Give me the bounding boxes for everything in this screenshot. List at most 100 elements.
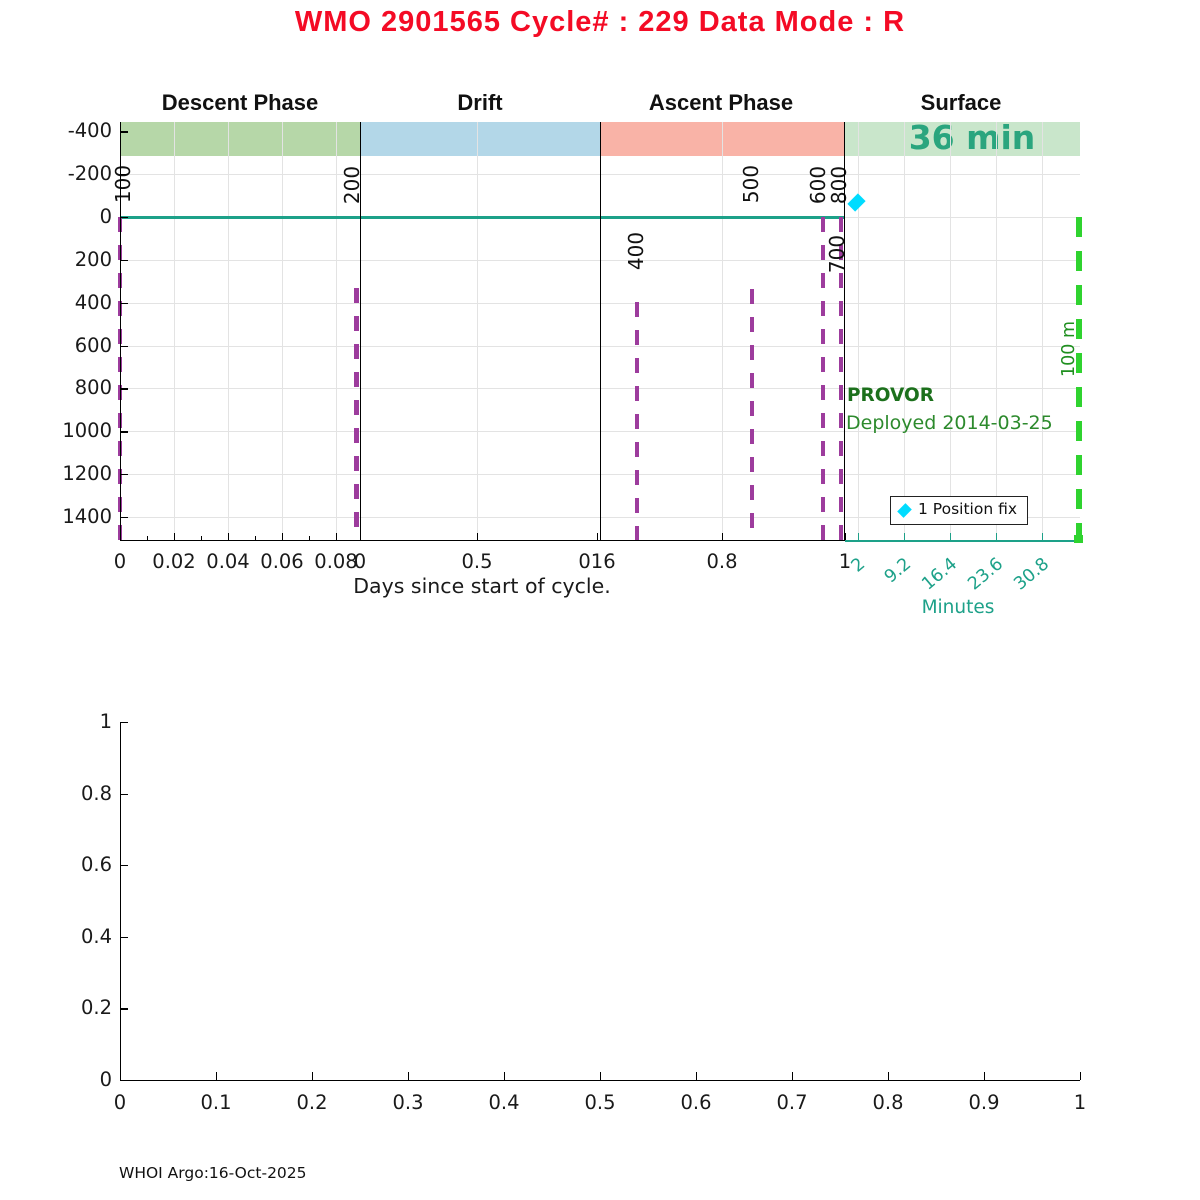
x-tick-label: 0.1: [200, 1091, 232, 1114]
x-axis-line: [120, 1080, 1080, 1082]
y-tick: [120, 793, 128, 795]
left-spine-ascent: [600, 122, 602, 540]
y-tick-label: 800: [74, 376, 112, 400]
x-tick: [407, 1072, 409, 1080]
x-tick: [1042, 533, 1044, 540]
depth-ref-label: 100 m: [1059, 321, 1079, 378]
x-axis-line: [120, 540, 845, 542]
axis-end-marker: [1074, 535, 1083, 543]
x-tick: [887, 1072, 889, 1080]
x-tick-label: 016: [578, 550, 616, 573]
x-minor-tick: [201, 536, 202, 540]
phase-band-descent: [120, 122, 360, 156]
x-tick: [215, 1072, 217, 1080]
event-line: [354, 288, 359, 540]
event-label-800: 800: [827, 165, 851, 205]
phase-title-ascent: Ascent Phase: [648, 90, 794, 115]
y-tick: [120, 131, 128, 133]
y-tick: [120, 174, 128, 176]
y-tick: [120, 1080, 128, 1082]
y-tick-label: 400: [74, 290, 112, 314]
phase-title-descent: Descent Phase: [161, 90, 319, 115]
event-line: [749, 289, 754, 540]
event-line: [117, 217, 122, 540]
x-tick: [983, 1072, 985, 1080]
footer-stamp: WHOI Argo:16-Oct-2025: [119, 1164, 307, 1182]
x-tick-label: 1: [1073, 1091, 1087, 1114]
y-tick: [120, 936, 128, 939]
y-tick-label: 0.4: [80, 924, 112, 948]
x-tick: [477, 533, 479, 540]
x-minor-tick: [147, 536, 148, 540]
y-tick-label: 1000: [62, 419, 112, 443]
x-tick: [722, 533, 724, 540]
left-spine-descent: [120, 122, 122, 540]
legend-label: 1 Position fix: [918, 500, 1018, 518]
y-tick: [120, 865, 128, 867]
x-gridline: [996, 122, 997, 540]
x-gridline: [858, 122, 859, 540]
event-label-500: 500: [739, 164, 763, 204]
y-tick-label: 1: [99, 710, 112, 733]
x-tick: [996, 533, 998, 540]
event-label-600: 600: [806, 165, 830, 205]
x-tick-label: 0: [113, 550, 127, 573]
legend-box: 1 Position fix: [890, 496, 1028, 525]
days-axis-label: Days since start of cycle.: [353, 574, 611, 598]
y-tick-label: 200: [74, 247, 112, 271]
event-line: [634, 302, 639, 540]
x-tick: [503, 1072, 505, 1080]
x-tick-label: 0: [353, 550, 367, 573]
left-spine-drift: [360, 122, 362, 540]
minutes-axis-label: Minutes: [921, 597, 995, 618]
y-tick-label: 0: [99, 1068, 112, 1091]
left-spine-surface: [844, 122, 846, 540]
x-tick-label: 0.2: [296, 1091, 328, 1114]
x-minor-tick: [255, 536, 256, 540]
y-tick: [120, 722, 128, 724]
x-gridline: [282, 122, 283, 540]
x-tick: [120, 533, 122, 540]
x-tick: [360, 533, 362, 540]
x-minor-tick: [309, 536, 310, 540]
x-tick: [228, 533, 230, 540]
phase-band-drift: [360, 122, 600, 156]
x-tick-label: 0.08: [314, 550, 358, 573]
x-tick: [599, 1072, 601, 1080]
x-tick: [119, 1072, 121, 1080]
x-tick-label: 0.6: [680, 1091, 712, 1114]
y-tick-label: 600: [74, 333, 112, 357]
x-gridline: [1042, 122, 1043, 540]
x-tick: [282, 533, 284, 540]
y-tick: [120, 302, 128, 304]
x-tick-label: 0.5: [461, 550, 493, 573]
x-tick: [311, 1072, 313, 1080]
x-gridline: [174, 122, 175, 540]
y-tick: [120, 474, 128, 476]
y-tick-label: 1400: [62, 505, 112, 528]
phase-title-surface: Surface: [920, 90, 1002, 115]
x-tick: [858, 533, 860, 540]
deployed-label: Deployed 2014-03-25: [846, 412, 1053, 434]
phase-band-surface: [845, 122, 1080, 156]
x-tick-label: 0.8: [872, 1091, 904, 1114]
x-tick: [695, 1072, 697, 1080]
x-tick-label: 0.8: [706, 550, 738, 573]
left-spine: [120, 722, 122, 1080]
surface-end-line: [1076, 217, 1082, 540]
y-tick-label: 0: [99, 205, 112, 228]
y-tick-label: 1200: [62, 462, 112, 486]
x-gridline: [228, 122, 229, 540]
cycle-timing-chart: Descent Phase Drift Ascent Phase Surface 36 …: [62, 90, 1083, 618]
x-tick-label: 0: [113, 1091, 127, 1114]
x-tick-label: 0.3: [392, 1091, 424, 1114]
event-label-100: 100: [111, 164, 135, 204]
event-line: [838, 217, 843, 540]
x-gridline: [477, 122, 478, 540]
y-tick-label: 0.2: [80, 996, 112, 1020]
y-tick: [120, 388, 128, 390]
x-tick-label: 0.9: [968, 1091, 1000, 1114]
x-gridline: [904, 122, 905, 540]
x-gridline: [722, 122, 723, 540]
